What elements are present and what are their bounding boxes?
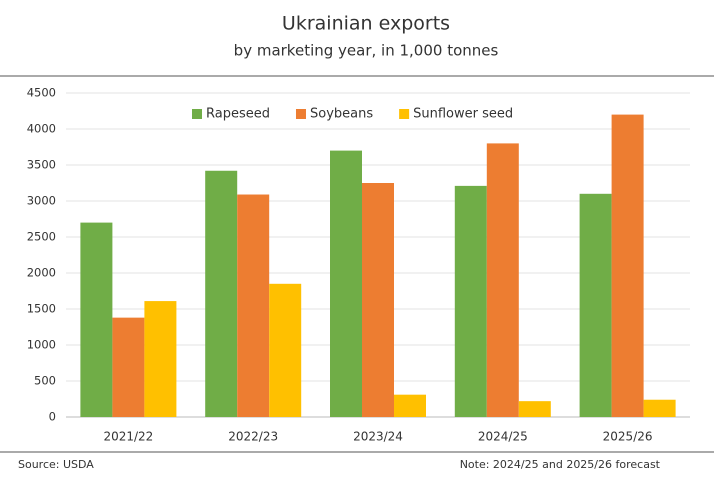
x-tick-label: 2025/26 xyxy=(603,430,653,444)
bar xyxy=(454,185,487,417)
note: Note: 2024/25 and 2025/26 forecast xyxy=(460,458,661,471)
y-tick-label: 1500 xyxy=(27,302,56,316)
x-tick-label: 2021/22 xyxy=(103,430,153,444)
legend-swatch xyxy=(192,109,202,119)
y-tick-label: 2500 xyxy=(27,230,56,244)
y-tick-label: 3000 xyxy=(27,194,56,208)
bar xyxy=(237,194,270,417)
bar xyxy=(394,394,426,417)
bar xyxy=(643,399,676,417)
legend-label: Soybeans xyxy=(310,107,373,122)
bar xyxy=(205,170,238,417)
bar xyxy=(518,401,551,417)
bar xyxy=(579,193,612,417)
bar xyxy=(269,283,302,417)
legend-label: Sunflower seed xyxy=(413,107,513,122)
chart-subtitle: by marketing year, in 1,000 tonnes xyxy=(234,42,499,60)
y-tick-label: 1000 xyxy=(27,338,56,352)
x-tick-label: 2022/23 xyxy=(228,430,278,444)
chart-title: Ukrainian exports xyxy=(282,13,450,35)
y-tick-label: 500 xyxy=(34,374,56,388)
y-tick-label: 4000 xyxy=(27,122,56,136)
bar xyxy=(611,114,644,417)
bar xyxy=(112,317,145,417)
bar xyxy=(330,150,362,417)
bar xyxy=(144,301,177,417)
y-tick-label: 2000 xyxy=(27,266,56,280)
y-tick-label: 0 xyxy=(49,410,56,424)
bar xyxy=(80,222,113,417)
source: Source: USDA xyxy=(18,458,94,471)
y-tick-label: 3500 xyxy=(27,158,56,172)
bar xyxy=(486,143,519,417)
legend-label: Rapeseed xyxy=(206,107,270,122)
y-tick-label: 4500 xyxy=(27,86,56,100)
legend-swatch xyxy=(399,109,410,119)
bar xyxy=(362,183,394,417)
x-tick-label: 2023/24 xyxy=(353,430,403,444)
x-tick-label: 2024/25 xyxy=(478,430,528,444)
legend-swatch xyxy=(295,109,306,119)
